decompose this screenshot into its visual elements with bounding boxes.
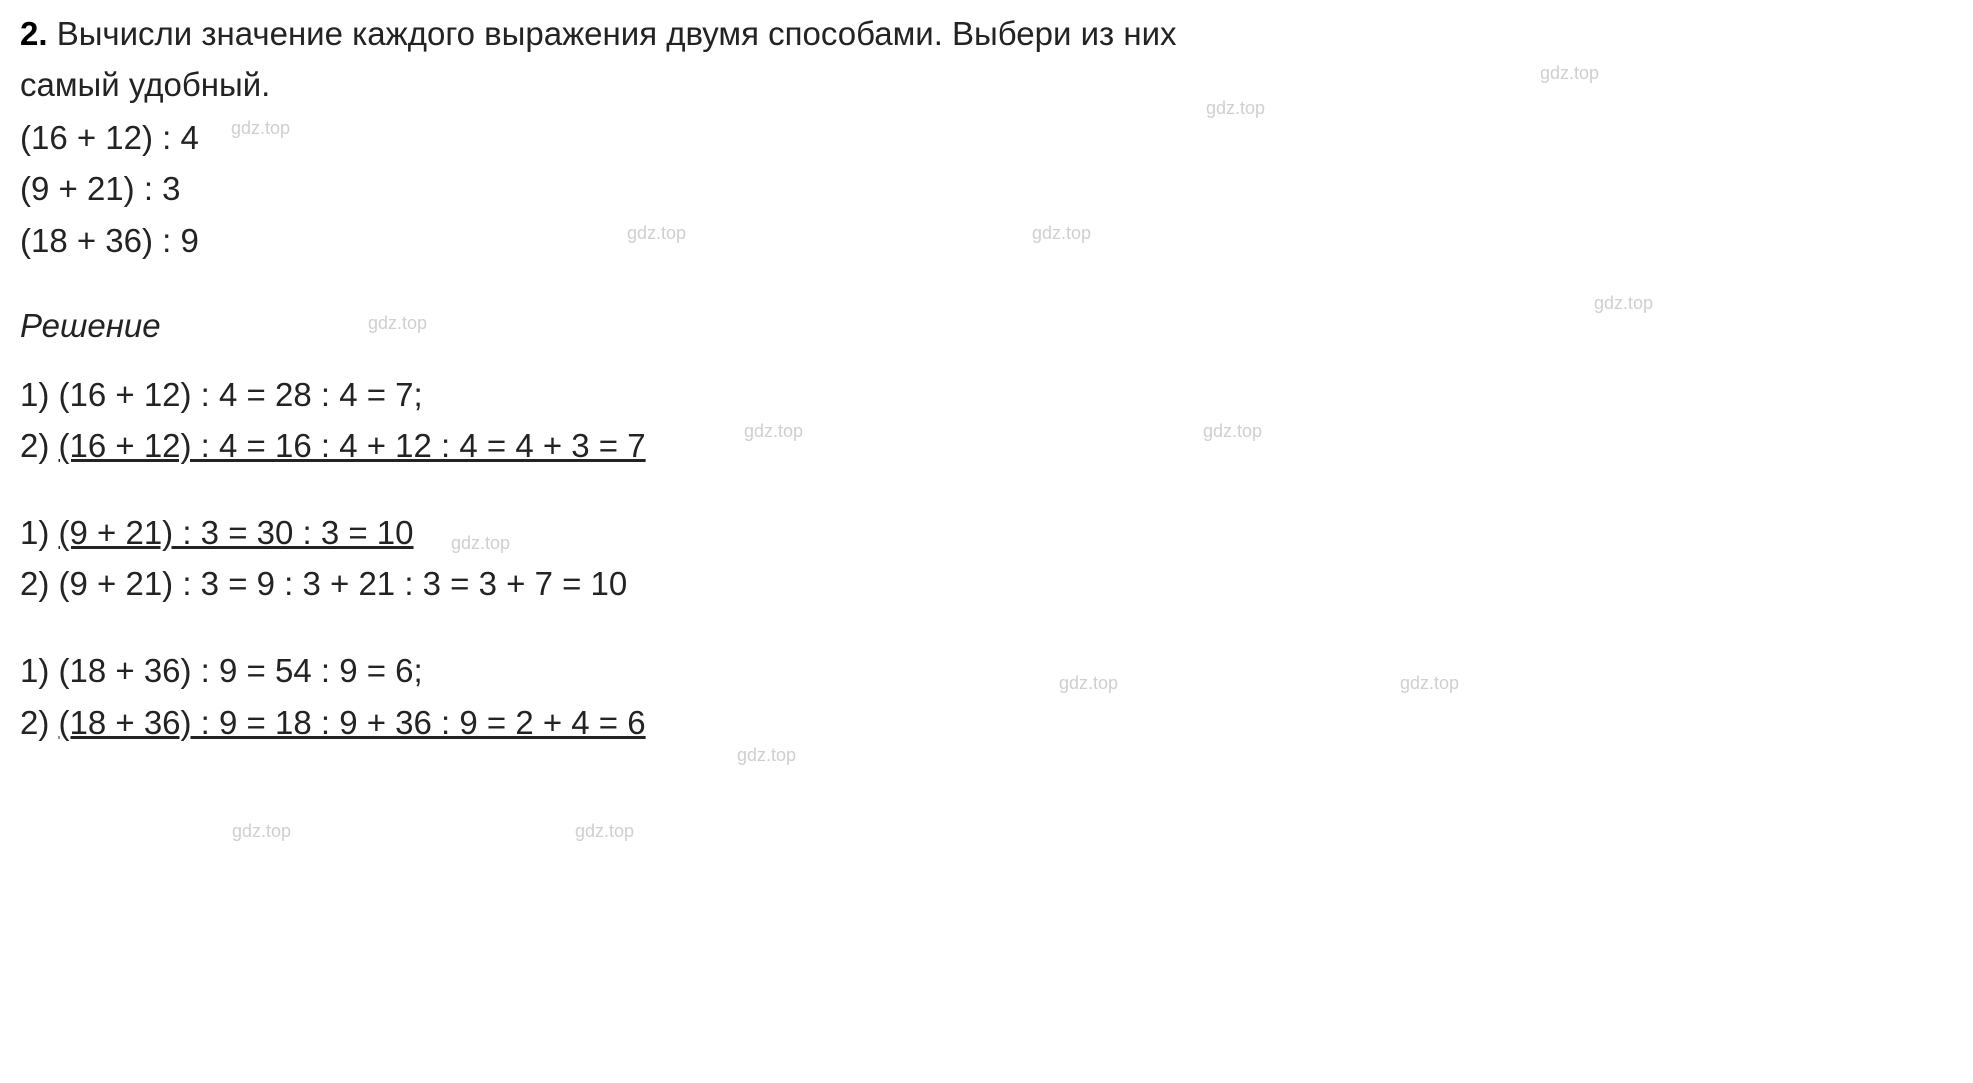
solution-line-1-2: 2) (16 + 12) : 4 = 16 : 4 + 12 : 4 = 4 +… — [20, 420, 1953, 471]
solution-text: (16 + 12) : 4 = 16 : 4 + 12 : 4 = 4 + 3 … — [59, 427, 646, 464]
solution-group-1: 1) (16 + 12) : 4 = 28 : 4 = 7; 2) (16 + … — [20, 369, 1953, 471]
problem-line-2: самый удобный. — [20, 59, 1953, 110]
watermark: gdz.top — [232, 818, 291, 846]
problem-number: 2. — [20, 15, 48, 52]
solution-label: 1) — [20, 652, 59, 689]
solution-label: 1) — [20, 376, 59, 413]
solution-label: 2) — [20, 704, 59, 741]
solution-text: (9 + 21) : 3 = 9 : 3 + 21 : 3 = 3 + 7 = … — [59, 565, 628, 602]
solution-text: (9 + 21) : 3 = 30 : 3 = 10 — [59, 514, 414, 551]
solution-label: 2) — [20, 427, 59, 464]
solution-line-3-2: 2) (18 + 36) : 9 = 18 : 9 + 36 : 9 = 2 +… — [20, 697, 1953, 748]
solution-text: (16 + 12) : 4 = 28 : 4 = 7; — [59, 376, 423, 413]
problem-text-a: Вычисли значение каждого выражения двумя… — [48, 15, 1177, 52]
watermark: gdz.top — [575, 818, 634, 846]
expression-list: (16 + 12) : 4 (9 + 21) : 3 (18 + 36) : 9 — [20, 112, 1953, 265]
solution-text: (18 + 36) : 9 = 18 : 9 + 36 : 9 = 2 + 4 … — [59, 704, 646, 741]
solution-group-3: 1) (18 + 36) : 9 = 54 : 9 = 6; 2) (18 + … — [20, 645, 1953, 747]
solution-heading: Решение — [20, 300, 1953, 351]
expression-2: (9 + 21) : 3 — [20, 163, 1953, 214]
solution-label: 2) — [20, 565, 59, 602]
expression-1: (16 + 12) : 4 — [20, 112, 1953, 163]
solution-line-2-2: 2) (9 + 21) : 3 = 9 : 3 + 21 : 3 = 3 + 7… — [20, 558, 1953, 609]
problem-block: 2. Вычисли значение каждого выражения дв… — [20, 8, 1953, 266]
problem-line-1: 2. Вычисли значение каждого выражения дв… — [20, 8, 1953, 59]
solution-line-2-1: 1) (9 + 21) : 3 = 30 : 3 = 10 — [20, 507, 1953, 558]
solution-line-3-1: 1) (18 + 36) : 9 = 54 : 9 = 6; — [20, 645, 1953, 696]
solution-line-1-1: 1) (16 + 12) : 4 = 28 : 4 = 7; — [20, 369, 1953, 420]
solution-text: (18 + 36) : 9 = 54 : 9 = 6; — [59, 652, 423, 689]
expression-3: (18 + 36) : 9 — [20, 215, 1953, 266]
solution-group-2: 1) (9 + 21) : 3 = 30 : 3 = 10 2) (9 + 21… — [20, 507, 1953, 609]
solution-label: 1) — [20, 514, 59, 551]
